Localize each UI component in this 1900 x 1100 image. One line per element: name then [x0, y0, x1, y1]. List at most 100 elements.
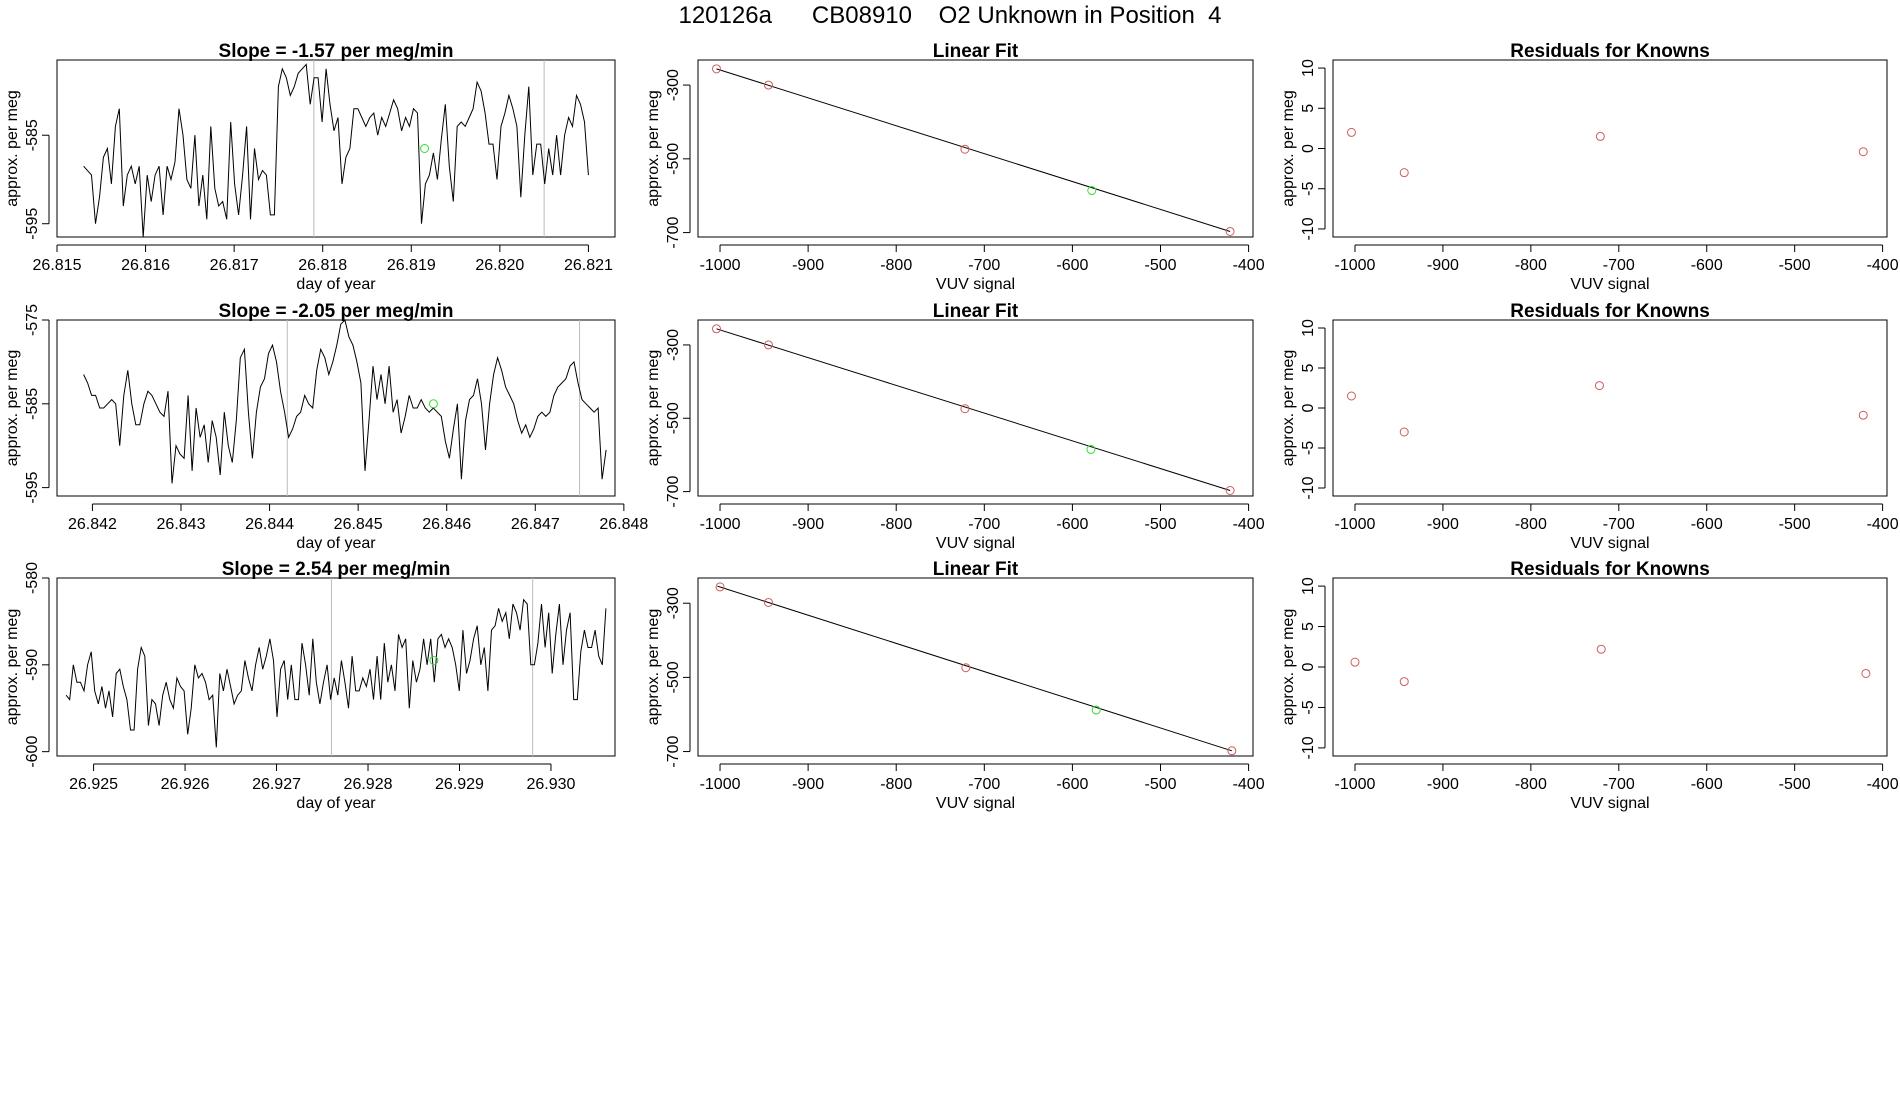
y-tick-label: -300 [665, 587, 682, 619]
x-tick-label: -1000 [700, 516, 741, 533]
known-point [1346, 127, 1356, 137]
x-tick-label: -400 [1867, 776, 1899, 793]
x-tick-label: -900 [1427, 516, 1459, 533]
y-tick-label: -590 [24, 649, 41, 681]
known-point [1399, 168, 1409, 178]
panel-title: Residuals for Knowns [1510, 559, 1710, 580]
x-tick-label: -900 [1427, 257, 1459, 274]
x-tick-label: 26.816 [121, 257, 170, 274]
unknown-point [420, 144, 430, 153]
x-tick-label: 26.930 [526, 776, 575, 793]
plot-frame [56, 319, 616, 497]
x-tick-label: -600 [1691, 516, 1723, 533]
x-tick-label: -500 [1779, 776, 1811, 793]
y-axis-label: approx. per meg [4, 350, 21, 467]
y-tick-label: -500 [665, 143, 682, 175]
y-tick-label: -585 [24, 388, 41, 420]
fit-line [716, 328, 1231, 491]
known-point [1861, 668, 1871, 678]
page-title: 120126a CB08910 O2 Unknown in Position 4 [678, 2, 1222, 29]
x-tick-label: 26.846 [422, 516, 471, 533]
panel-title: Linear Fit [933, 301, 1019, 322]
panel-title: Residuals for Knowns [1510, 41, 1710, 62]
time-series-panel-row1: Slope = -1.57 per meg/min 26.815 26.816 26.… [4, 41, 616, 293]
x-tick-label: -600 [1056, 516, 1088, 533]
y-tick-label: -500 [665, 661, 682, 693]
y-tick-label: -595 [24, 472, 41, 504]
y-tick-label: 0 [1300, 662, 1317, 671]
unknown-point [428, 399, 438, 409]
y-tick-label: 10 [1300, 319, 1317, 337]
y-tick-label: 10 [1300, 577, 1317, 595]
known-point [763, 340, 773, 350]
y-axis-label: approx. per meg [4, 609, 21, 726]
x-tick-label: -1000 [1335, 516, 1376, 533]
y-tick-label: -10 [1300, 217, 1317, 240]
x-tick-label: -700 [1603, 516, 1635, 533]
known-point [961, 663, 971, 673]
x-tick-label: 26.925 [69, 776, 118, 793]
time-series-panel-row3: Slope = 2.54 per meg/min 26.925 26.926 26.9… [4, 559, 616, 812]
known-point [1350, 657, 1360, 667]
x-tick-label: 26.819 [387, 257, 436, 274]
x-tick-label: -600 [1056, 257, 1088, 274]
known-point [1346, 391, 1356, 401]
x-tick-label: 26.929 [435, 776, 484, 793]
x-tick-label: -400 [1867, 516, 1899, 533]
linear-fit-panel-row1: Linear Fit -1000 -900 -800 -700 -600 -500 -400 V… [645, 41, 1265, 293]
y-axis-label: approx. per meg [4, 90, 21, 207]
known-point [763, 80, 773, 90]
x-tick-label: 26.926 [161, 776, 210, 793]
y-tick-label: 10 [1300, 59, 1317, 77]
unknown-point [1086, 444, 1096, 454]
y-tick-label: -10 [1300, 476, 1317, 499]
x-tick-label: -1000 [700, 776, 741, 793]
unknown-point [1091, 705, 1101, 715]
plot-frame [1332, 319, 1888, 497]
x-axis-label: VUV signal [936, 276, 1015, 293]
x-tick-label: -700 [968, 776, 1000, 793]
plot-frame [56, 577, 616, 757]
time-series-panel-row2: Slope = -2.05 per meg/min 26.842 26.843 26.… [4, 301, 648, 552]
y-tick-label: -580 [24, 562, 41, 594]
x-tick-label: 26.845 [334, 516, 383, 533]
x-tick-label: -500 [1779, 257, 1811, 274]
x-tick-label: -600 [1056, 776, 1088, 793]
known-point [1595, 131, 1605, 141]
panel-title: Residuals for Knowns [1510, 301, 1710, 322]
x-tick-label: 26.821 [564, 257, 613, 274]
x-tick-label: -800 [1515, 516, 1547, 533]
y-tick-label: 5 [1300, 622, 1317, 631]
x-tick-label: 26.817 [210, 257, 259, 274]
y-tick-label: 5 [1300, 104, 1317, 113]
x-tick-label: 26.843 [157, 516, 206, 533]
plot-frame [697, 319, 1254, 497]
x-tick-label: 26.927 [252, 776, 301, 793]
y-tick-label: -300 [665, 329, 682, 361]
y-tick-label: 0 [1300, 144, 1317, 153]
x-tick-label: 26.820 [475, 257, 524, 274]
known-point [960, 144, 970, 154]
known-point [715, 582, 725, 592]
x-tick-label: -500 [1144, 776, 1176, 793]
y-tick-label: -600 [24, 736, 41, 768]
x-tick-label: 26.818 [298, 257, 347, 274]
x-tick-label: -700 [1603, 776, 1635, 793]
y-tick-label: -5 [1300, 700, 1317, 714]
x-axis-label: VUV signal [1570, 535, 1649, 552]
x-axis-label: day of year [296, 535, 376, 552]
plot-frame [697, 577, 1254, 757]
known-point [1399, 677, 1409, 687]
series-line [65, 598, 607, 748]
x-tick-label: 26.815 [33, 257, 82, 274]
x-tick-label: -800 [880, 516, 912, 533]
x-tick-label: -700 [968, 516, 1000, 533]
y-tick-label: -700 [665, 735, 682, 767]
y-tick-label: -5 [1300, 441, 1317, 455]
y-tick-label: -700 [665, 216, 682, 248]
y-axis-label: approx. per meg [1280, 90, 1297, 207]
x-tick-label: -800 [880, 257, 912, 274]
x-tick-label: -400 [1233, 257, 1265, 274]
x-tick-label: -400 [1867, 257, 1899, 274]
known-point [1858, 410, 1868, 420]
